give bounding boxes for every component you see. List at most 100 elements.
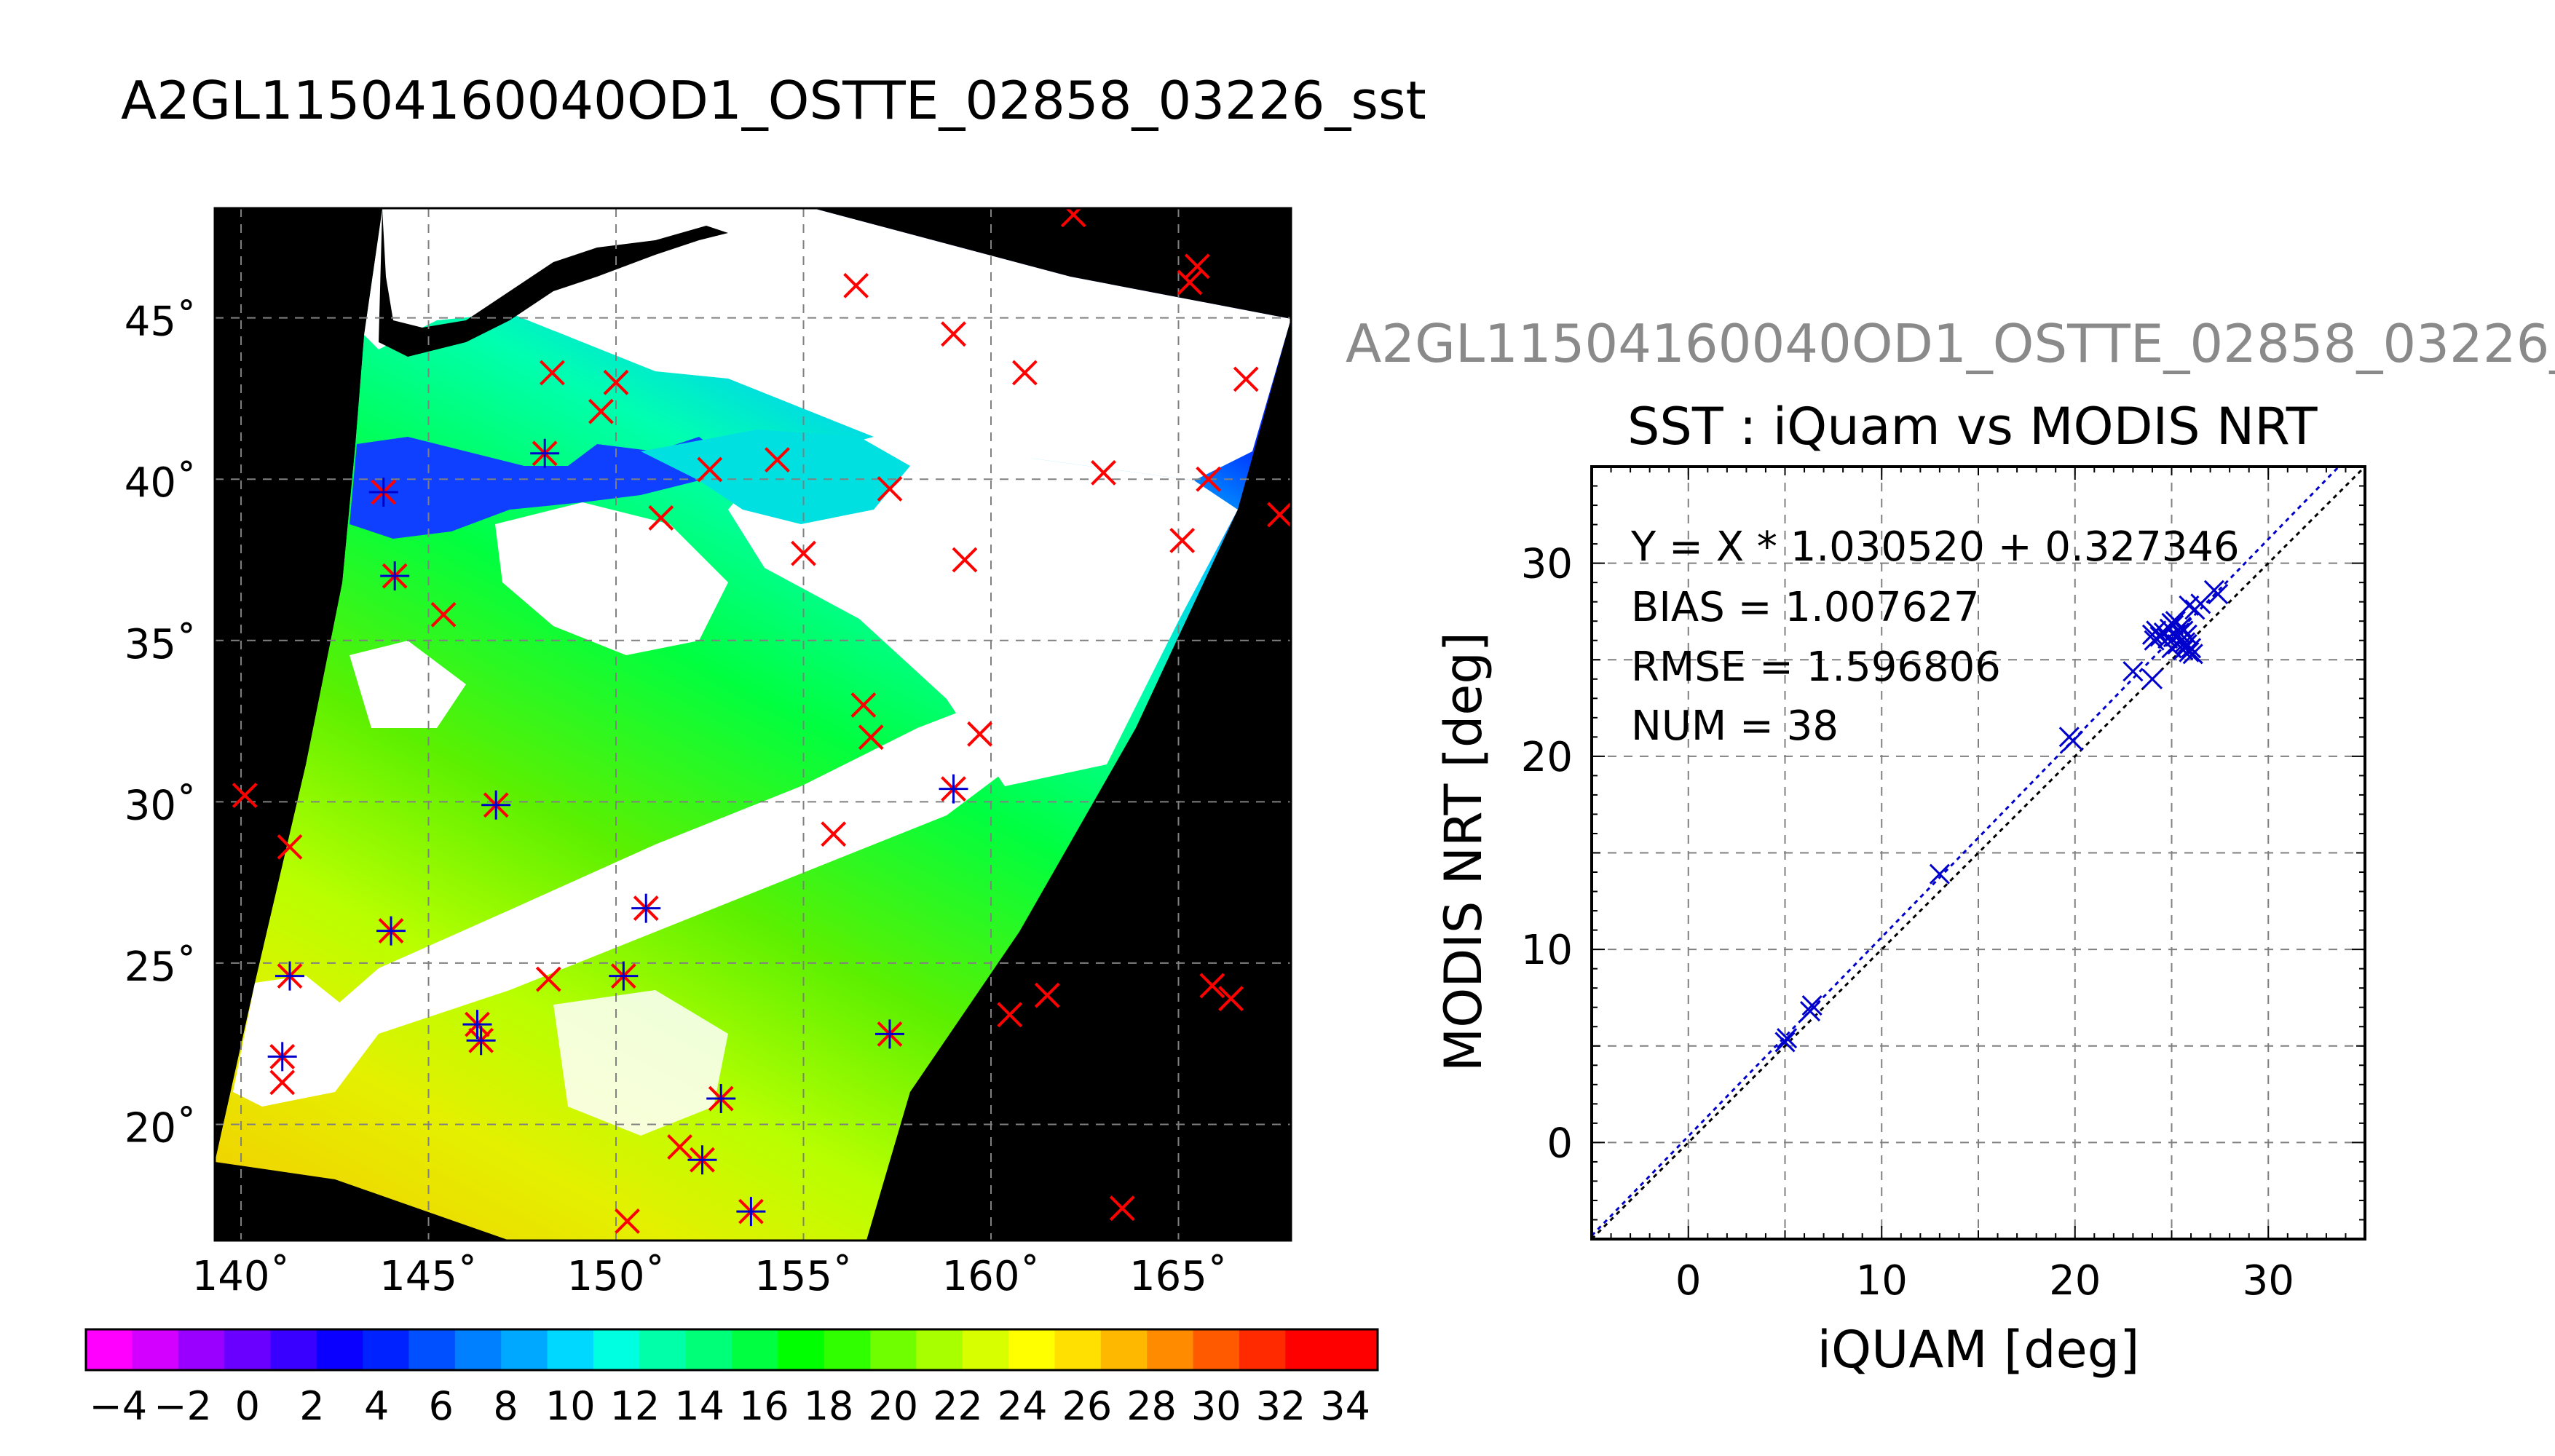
buoy-marker bbox=[603, 369, 629, 395]
buoy-marker bbox=[791, 540, 816, 566]
buoy-marker bbox=[850, 692, 877, 718]
colorbar-swatch bbox=[824, 1329, 871, 1370]
scatter-annotation: NUM = 38 bbox=[1631, 703, 1839, 750]
off-swath-east bbox=[866, 319, 1291, 1241]
scatter-annotations: Y = X * 1.030520 + 0.327346 BIAS = 1.0076… bbox=[1630, 523, 2240, 750]
map-lon-tick-label: 155˚ bbox=[754, 1253, 853, 1300]
map-lon-tick-label: 150˚ bbox=[567, 1253, 666, 1300]
buoy-marker bbox=[269, 1069, 296, 1096]
colorbar-swatch bbox=[270, 1329, 317, 1370]
buoy-marker bbox=[648, 505, 674, 531]
matched-marker bbox=[609, 961, 639, 991]
scatter-title-overflow: A2GL11504160040OD1_OSTTE_02858_03226_s bbox=[1346, 313, 2555, 374]
colorbar-tick-label: 24 bbox=[998, 1383, 1048, 1429]
off-swath-west bbox=[215, 208, 382, 1162]
buoy-marker bbox=[765, 447, 790, 473]
colorbar-tick-label: 14 bbox=[674, 1383, 724, 1429]
colorbar-swatch bbox=[685, 1329, 732, 1370]
buoy-marker bbox=[1233, 366, 1259, 392]
colorbar-tick-label: 34 bbox=[1320, 1383, 1370, 1429]
colorbar-swatch bbox=[1008, 1329, 1055, 1370]
colorbar-tick-label: 10 bbox=[545, 1383, 596, 1429]
buoy-marker bbox=[1011, 360, 1038, 386]
scatter-y-tick-labels: 0 10 20 30 bbox=[1521, 541, 1573, 1168]
colorbar-tick-label: 26 bbox=[1062, 1383, 1112, 1429]
colorbar-swatch bbox=[224, 1329, 271, 1370]
colorbar-swatch bbox=[316, 1329, 363, 1370]
buoy-marker bbox=[535, 966, 561, 992]
buoy-marker bbox=[843, 272, 869, 298]
colorbar-swatch bbox=[178, 1329, 225, 1370]
buoy-marker bbox=[667, 1134, 692, 1160]
cool-water bbox=[641, 430, 910, 524]
scatter-y-tick-label: 20 bbox=[1521, 734, 1573, 781]
land-japan bbox=[379, 209, 728, 357]
colorbar-tick-label: 12 bbox=[610, 1383, 660, 1429]
colorbar-swatch bbox=[732, 1329, 778, 1370]
scatter-minor-ticks bbox=[1591, 466, 2366, 1240]
buoy-marker bbox=[615, 1208, 640, 1234]
fit-line bbox=[1590, 465, 2340, 1237]
scatter-point bbox=[2176, 633, 2197, 655]
scatter-point bbox=[1777, 1028, 1798, 1049]
buoy-marker bbox=[1109, 1195, 1135, 1222]
colorbar-labels: −4 −2 0 2 4 6 8 10 12 14 16 18 20 22 24 26 28 30 32 34 bbox=[90, 1383, 1370, 1429]
scatter-annotation: BIAS = 1.007627 bbox=[1631, 584, 1980, 631]
cloud-upper-right bbox=[728, 437, 1238, 786]
map-markers bbox=[232, 208, 1291, 1234]
map-lon-tick-label: 140˚ bbox=[192, 1253, 291, 1300]
colorbar-swatch bbox=[593, 1329, 640, 1370]
scatter-grid bbox=[1592, 467, 2365, 1239]
buoy-marker bbox=[277, 834, 303, 860]
scatter-point bbox=[2173, 620, 2194, 641]
colorbar-tick-label: −4 bbox=[90, 1383, 148, 1429]
buoy-marker bbox=[858, 724, 884, 751]
scatter-point bbox=[2144, 630, 2165, 651]
matched-marker bbox=[736, 1197, 766, 1227]
colorbar-swatch bbox=[1193, 1329, 1240, 1370]
map-lon-tick-label: 165˚ bbox=[1129, 1253, 1228, 1300]
buoy-marker bbox=[877, 476, 903, 502]
scatter-point bbox=[2182, 644, 2203, 665]
map-lat-tick-label: 30˚ bbox=[125, 782, 197, 829]
scatter-y-tick-label: 30 bbox=[1521, 541, 1573, 588]
cloud-south-patches bbox=[553, 990, 728, 1136]
scatter-x-tick-label: 30 bbox=[2243, 1257, 2294, 1305]
colorbar-swatch bbox=[870, 1329, 917, 1370]
colorbar-swatch bbox=[363, 1329, 409, 1370]
matched-marker bbox=[376, 916, 406, 946]
map-lat-tick-label: 35˚ bbox=[125, 621, 197, 668]
scatter-point bbox=[2208, 584, 2229, 605]
buoy-marker bbox=[540, 360, 565, 386]
buoy-marker bbox=[1196, 466, 1222, 492]
buoy-marker bbox=[588, 398, 614, 424]
scatter-point bbox=[1801, 994, 1823, 1016]
colorbar-tick-label: 8 bbox=[493, 1383, 518, 1429]
colorbar-swatch bbox=[639, 1329, 687, 1370]
colorbar-tick-label: 4 bbox=[364, 1383, 389, 1429]
matched-marker bbox=[687, 1145, 717, 1175]
colorbar-swatch bbox=[86, 1329, 133, 1370]
scatter-point bbox=[2122, 661, 2144, 682]
colorbar-swatch bbox=[408, 1329, 456, 1370]
buoy-marker bbox=[430, 601, 457, 628]
map-lon-tick-label: 160˚ bbox=[942, 1253, 1040, 1300]
scatter-point bbox=[1774, 1032, 1796, 1053]
colorbar-tick-label: 32 bbox=[1256, 1383, 1306, 1429]
map-lat-labels: 45˚ 40˚ 35˚ 30˚ 25˚ 20˚ bbox=[125, 298, 197, 1152]
matched-marker bbox=[466, 1026, 496, 1056]
colorbar-frame bbox=[84, 1328, 1379, 1372]
scatter-point bbox=[2141, 668, 2163, 689]
colorbar-swatch bbox=[1100, 1329, 1148, 1370]
scatter-point bbox=[2169, 622, 2190, 644]
matched-marker bbox=[275, 961, 304, 991]
matched-marker bbox=[939, 774, 968, 804]
buoy-marker bbox=[1184, 253, 1210, 280]
scatter-x-tick-label: 0 bbox=[1675, 1257, 1702, 1305]
buoy-marker bbox=[1169, 528, 1196, 553]
scatter-point bbox=[2161, 638, 2182, 659]
matched-marker bbox=[380, 561, 410, 591]
buoy-marker bbox=[1218, 986, 1244, 1012]
colorbar-swatch bbox=[1331, 1329, 1378, 1370]
